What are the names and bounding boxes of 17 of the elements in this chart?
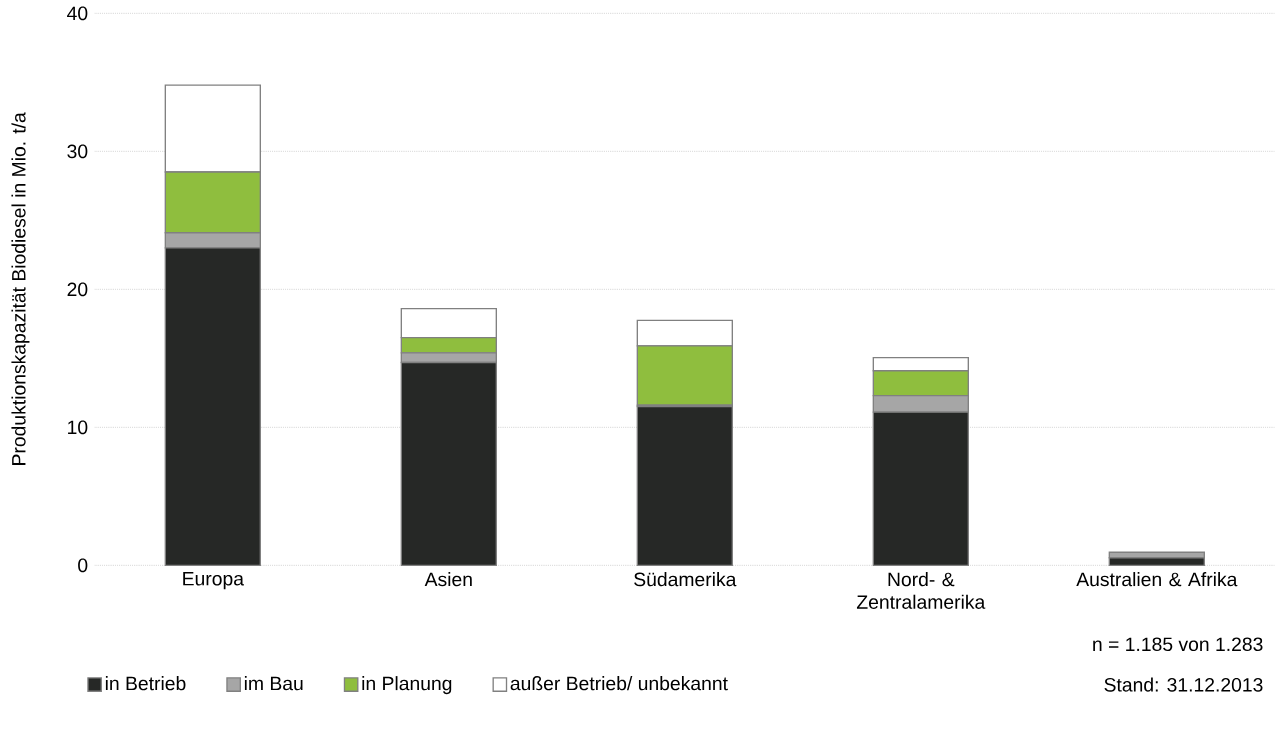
y-tick-label: 0 bbox=[78, 558, 88, 573]
y-tick-label: 10 bbox=[68, 420, 88, 435]
x-tick-label: Europa bbox=[183, 572, 244, 590]
legend-label: im Bau bbox=[244, 676, 303, 691]
y-tick-label: 30 bbox=[67, 144, 88, 159]
x-tick-label: Asien bbox=[424, 572, 472, 587]
legend-label: in Planung bbox=[362, 676, 452, 695]
y-tick-label: 40 bbox=[67, 6, 88, 21]
text: Stand: 31.12.2013 bbox=[1104, 677, 1263, 692]
x-tick-label: Australien & Afrika bbox=[1076, 572, 1238, 587]
x-tick-label: Nord- & Zentralamerika bbox=[856, 572, 986, 609]
y-axis-title: Produktionskapazität Biodiesel in Mio. t/a bbox=[11, 112, 30, 465]
x-tick-label: Südamerika bbox=[634, 572, 737, 587]
legend-label: außer Betrieb/ unbekannt bbox=[510, 676, 728, 691]
text: n = 1.185 von 1.283 bbox=[1093, 637, 1263, 652]
legend-label: in Betrieb bbox=[105, 676, 186, 691]
y-tick-label: 20 bbox=[67, 282, 88, 297]
